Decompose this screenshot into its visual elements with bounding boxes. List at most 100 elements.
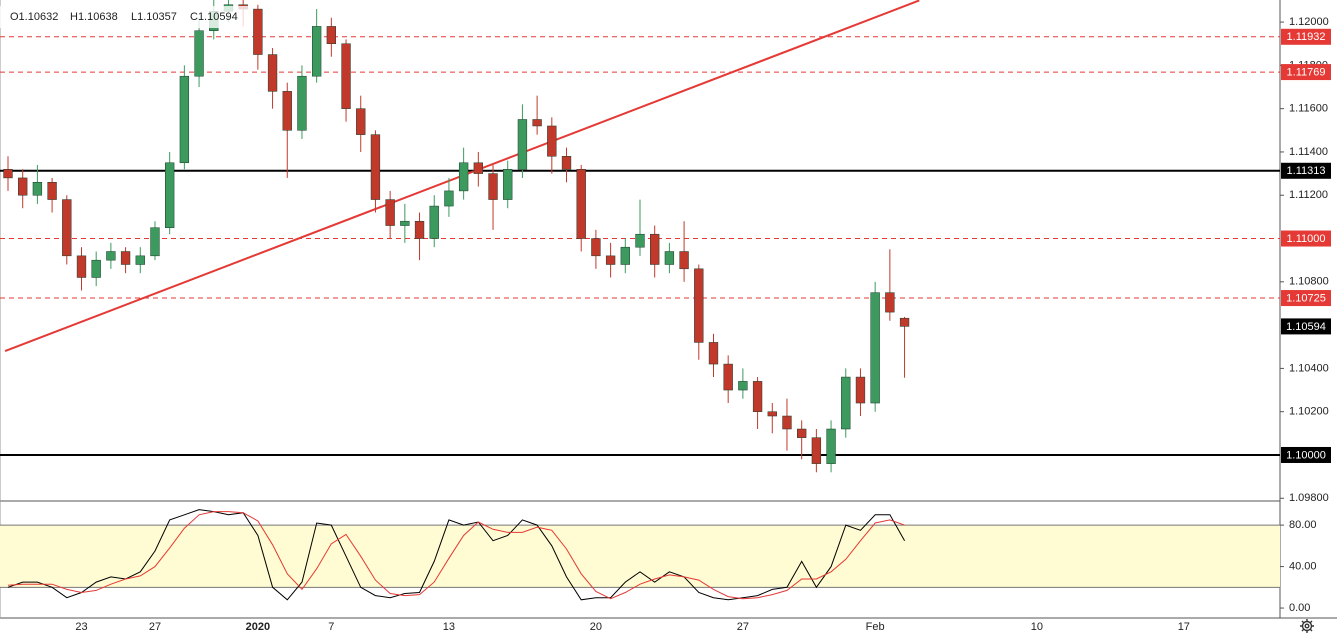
level-box [1281, 28, 1331, 45]
candle-body [385, 199, 395, 226]
y-tick-label: 1.11200 [1289, 189, 1328, 201]
candle-body [752, 381, 763, 412]
indicator-band [0, 525, 1280, 588]
candle-body [135, 255, 145, 265]
legend-bg [0, 6, 252, 28]
candle-body [870, 292, 880, 404]
candle-body [605, 255, 616, 265]
last-price-box [1281, 318, 1331, 335]
candle-body [723, 363, 733, 391]
candle-body [282, 91, 292, 131]
candle-body [194, 30, 204, 77]
level-box [1281, 162, 1331, 179]
level-label: 1.10725 [1286, 292, 1326, 304]
x-tick-label: 7 [328, 621, 334, 633]
candle-body [267, 54, 278, 92]
candle-body [76, 255, 87, 278]
candle-body [150, 227, 160, 257]
indicator-pane [0, 509, 1280, 601]
y-tick-label: 1.11400 [1289, 146, 1328, 158]
x-tick-label: 10 [1031, 621, 1043, 633]
candle-body [547, 125, 557, 157]
x-tick-label: 20 [590, 621, 602, 633]
y-tick-label: 1.10400 [1289, 362, 1329, 374]
level-label: 1.11313 [1287, 165, 1326, 177]
y-tick-label: 0.00 [1289, 602, 1310, 614]
candle-body [899, 317, 910, 327]
candle-body [297, 75, 307, 131]
candle-body [517, 119, 528, 170]
candle-body [591, 238, 601, 257]
candle-body [18, 177, 28, 196]
candle-body [311, 26, 322, 77]
axes: 1.09800 1.10200 1.10400 1.10800 1.11200 1.114… [75, 16, 1331, 633]
candle-body [444, 190, 454, 207]
candle-body [473, 162, 483, 174]
candle-body [561, 156, 572, 170]
ohlc-legend: H1.10638 [70, 11, 118, 23]
candle-body [532, 119, 542, 127]
candle-body [47, 182, 57, 200]
candle-body [635, 233, 645, 248]
y-tick-label: 1.11600 [1289, 103, 1328, 115]
y-tick-label: 40.00 [1289, 560, 1317, 572]
candle-body [885, 292, 895, 313]
level-label: 1.10000 [1286, 449, 1326, 461]
candle-body [32, 182, 43, 196]
candle-body [767, 411, 777, 417]
x-tick-label: Feb [866, 621, 885, 633]
indicator-line [7, 509, 906, 601]
candle-body [370, 134, 381, 200]
level-label: 1.11000 [1287, 233, 1326, 245]
candle-body [488, 173, 498, 200]
candle-body [3, 169, 13, 179]
candle-body [458, 162, 469, 192]
settings-icon[interactable] [1300, 619, 1314, 633]
candle-body [782, 415, 792, 430]
level-label: 1.11769 [1287, 66, 1326, 78]
candle-body [664, 251, 675, 265]
last-price-label: 1.10594 [1286, 321, 1326, 333]
candle-body [91, 259, 101, 278]
candle-body [694, 268, 704, 343]
candle-body [429, 205, 439, 239]
price-pane [0, 0, 1280, 473]
candle-body [341, 43, 351, 109]
candle-body [106, 251, 116, 261]
x-tick-label: 27 [737, 621, 749, 633]
level-box [1281, 446, 1331, 463]
y-tick-label: 1.09800 [1289, 492, 1329, 504]
candle-body [179, 75, 190, 164]
candle-body [855, 376, 866, 404]
candle-body [841, 376, 851, 430]
x-tick-label: 17 [1178, 621, 1190, 633]
candle-body [679, 251, 689, 270]
candle-body [708, 342, 719, 365]
candle-body [414, 220, 425, 239]
ohlc-legend: O1.10632 [10, 11, 58, 23]
candle-body [62, 199, 72, 257]
x-tick-label: 2020 [246, 621, 270, 633]
candle-body [576, 169, 586, 239]
x-tick-label: 13 [443, 621, 455, 633]
ohlc-legend: L1.10357 [131, 11, 177, 23]
y-tick-label: 1.10800 [1289, 276, 1329, 288]
candle-body [253, 8, 263, 55]
level-box [1281, 64, 1331, 81]
y-tick-label: 1.10200 [1289, 406, 1329, 418]
level-box [1281, 230, 1331, 247]
candle-body [400, 220, 410, 226]
level-box [1281, 290, 1331, 307]
candle-body [811, 437, 822, 464]
candle-body [826, 428, 836, 464]
candle-body [650, 233, 660, 265]
candle-body [503, 169, 513, 200]
candle-body [738, 381, 748, 391]
candle-body [620, 246, 630, 265]
candle-body [356, 108, 366, 135]
y-tick-label: 80.00 [1289, 519, 1317, 531]
candle-body [165, 162, 175, 228]
x-tick-label: 27 [149, 621, 161, 633]
